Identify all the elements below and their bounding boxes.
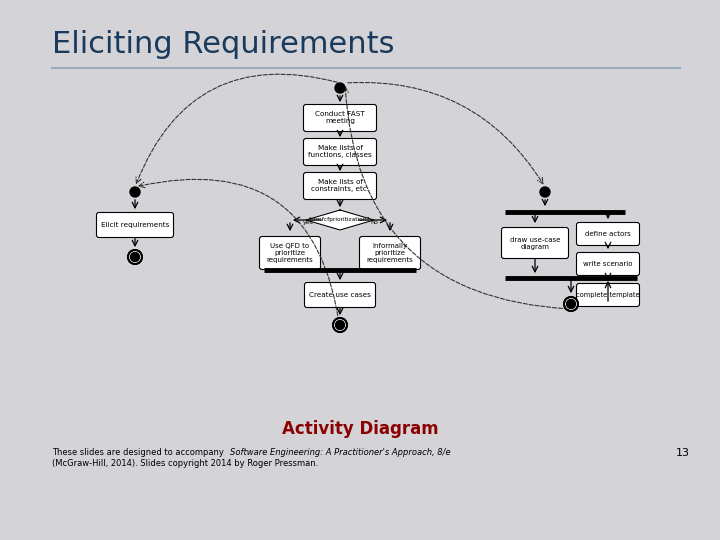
Circle shape xyxy=(540,187,550,197)
FancyBboxPatch shape xyxy=(577,222,639,246)
Circle shape xyxy=(130,253,140,261)
FancyBboxPatch shape xyxy=(359,237,420,269)
Text: Elicit requirements: Elicit requirements xyxy=(101,222,169,228)
Text: Software Engineering: A Practitioner's Approach, 8/e: Software Engineering: A Practitioner's A… xyxy=(230,448,451,457)
Text: (McGraw-Hill, 2014). Slides copyright 2014 by Roger Pressman.: (McGraw-Hill, 2014). Slides copyright 20… xyxy=(52,459,318,468)
Circle shape xyxy=(333,318,347,332)
Text: Informally
prioritize
requirements: Informally prioritize requirements xyxy=(366,243,413,263)
Text: draw use-case
diagram: draw use-case diagram xyxy=(510,237,560,249)
Text: no: no xyxy=(370,220,378,225)
Circle shape xyxy=(564,297,578,311)
FancyBboxPatch shape xyxy=(502,227,569,259)
FancyBboxPatch shape xyxy=(304,172,377,199)
FancyBboxPatch shape xyxy=(259,237,320,269)
FancyBboxPatch shape xyxy=(577,284,639,307)
Circle shape xyxy=(567,300,575,308)
Text: These slides are designed to accompany: These slides are designed to accompany xyxy=(52,448,227,457)
Text: Make lists of
functions, classes: Make lists of functions, classes xyxy=(308,145,372,159)
FancyBboxPatch shape xyxy=(577,253,639,275)
FancyBboxPatch shape xyxy=(304,138,377,165)
Circle shape xyxy=(335,83,345,93)
Text: complete template: complete template xyxy=(576,292,640,298)
Text: Eliciting Requirements: Eliciting Requirements xyxy=(52,30,395,59)
Text: Create use cases: Create use cases xyxy=(309,292,371,298)
Text: Use QFD to
prioritize
requirements: Use QFD to prioritize requirements xyxy=(266,243,313,263)
Text: define actors: define actors xyxy=(585,231,631,237)
Polygon shape xyxy=(306,210,374,230)
Text: formfcfprioritization?: formfcfprioritization? xyxy=(310,218,371,222)
Text: write scenario: write scenario xyxy=(583,261,633,267)
Text: Conduct FAST
meeting: Conduct FAST meeting xyxy=(315,111,365,125)
Text: yes: yes xyxy=(302,220,313,225)
FancyBboxPatch shape xyxy=(305,282,376,307)
Circle shape xyxy=(130,187,140,197)
Text: Activity Diagram: Activity Diagram xyxy=(282,420,438,438)
Circle shape xyxy=(128,250,142,264)
FancyBboxPatch shape xyxy=(304,105,377,132)
Text: Make lists of
constraints, etc.: Make lists of constraints, etc. xyxy=(311,179,369,192)
Circle shape xyxy=(336,321,344,329)
Text: 13: 13 xyxy=(676,448,690,458)
FancyBboxPatch shape xyxy=(96,213,174,238)
